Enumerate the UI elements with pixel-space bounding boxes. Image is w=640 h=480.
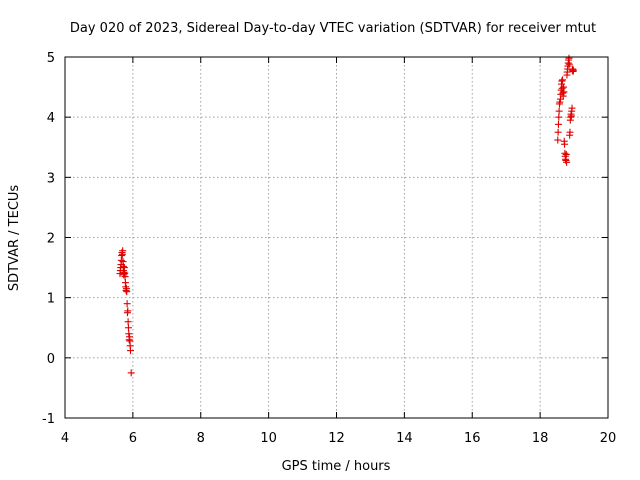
y-tick-label: 2: [47, 232, 55, 247]
data-point: [119, 247, 127, 255]
data-point: [123, 300, 131, 308]
x-tick-label: 6: [129, 431, 137, 446]
data-point: [560, 88, 568, 96]
data-point: [124, 324, 132, 332]
y-tick-label: 5: [47, 51, 55, 66]
data-point: [568, 104, 576, 112]
data-point: [125, 330, 133, 338]
data-point: [554, 120, 562, 128]
x-tick-label: 4: [61, 431, 69, 446]
data-points: [116, 54, 577, 377]
data-point: [120, 264, 128, 272]
data-point: [123, 288, 131, 296]
y-axis-label: SDTVAR / TECUs: [7, 185, 22, 292]
data-point: [565, 60, 573, 68]
y-tick-label: 3: [47, 171, 55, 186]
data-point: [569, 66, 577, 74]
data-point: [563, 158, 571, 166]
data-point: [562, 150, 570, 158]
data-point: [565, 54, 573, 62]
data-point: [555, 107, 563, 115]
data-point: [126, 347, 134, 355]
data-point: [554, 128, 562, 136]
y-tick-label: -1: [42, 412, 55, 427]
data-point: [121, 273, 129, 281]
data-point: [566, 128, 574, 136]
data-point: [558, 77, 566, 85]
data-point: [559, 92, 567, 100]
x-tick-label: 18: [532, 431, 549, 446]
x-tick-label: 10: [260, 431, 277, 446]
data-point: [124, 307, 132, 315]
x-tick-label: 12: [328, 431, 345, 446]
chart-title: Day 020 of 2023, Sidereal Day-to-day VTE…: [70, 21, 596, 36]
y-tick-label: 0: [47, 352, 55, 367]
data-point: [558, 84, 566, 92]
data-point: [127, 369, 135, 377]
data-point: [556, 98, 564, 106]
x-axis-label: GPS time / hours: [282, 459, 391, 474]
x-tick-label: 16: [464, 431, 481, 446]
data-point: [561, 140, 569, 148]
y-tick-label: 1: [47, 292, 55, 307]
data-point: [554, 136, 562, 144]
data-point: [555, 113, 563, 121]
x-tick-label: 8: [197, 431, 205, 446]
data-point: [124, 318, 132, 326]
grid-lines: [65, 57, 608, 418]
x-tick-label: 20: [600, 431, 617, 446]
x-tick-label: 14: [396, 431, 413, 446]
data-point: [559, 76, 567, 84]
y-tick-label: 4: [47, 111, 55, 126]
